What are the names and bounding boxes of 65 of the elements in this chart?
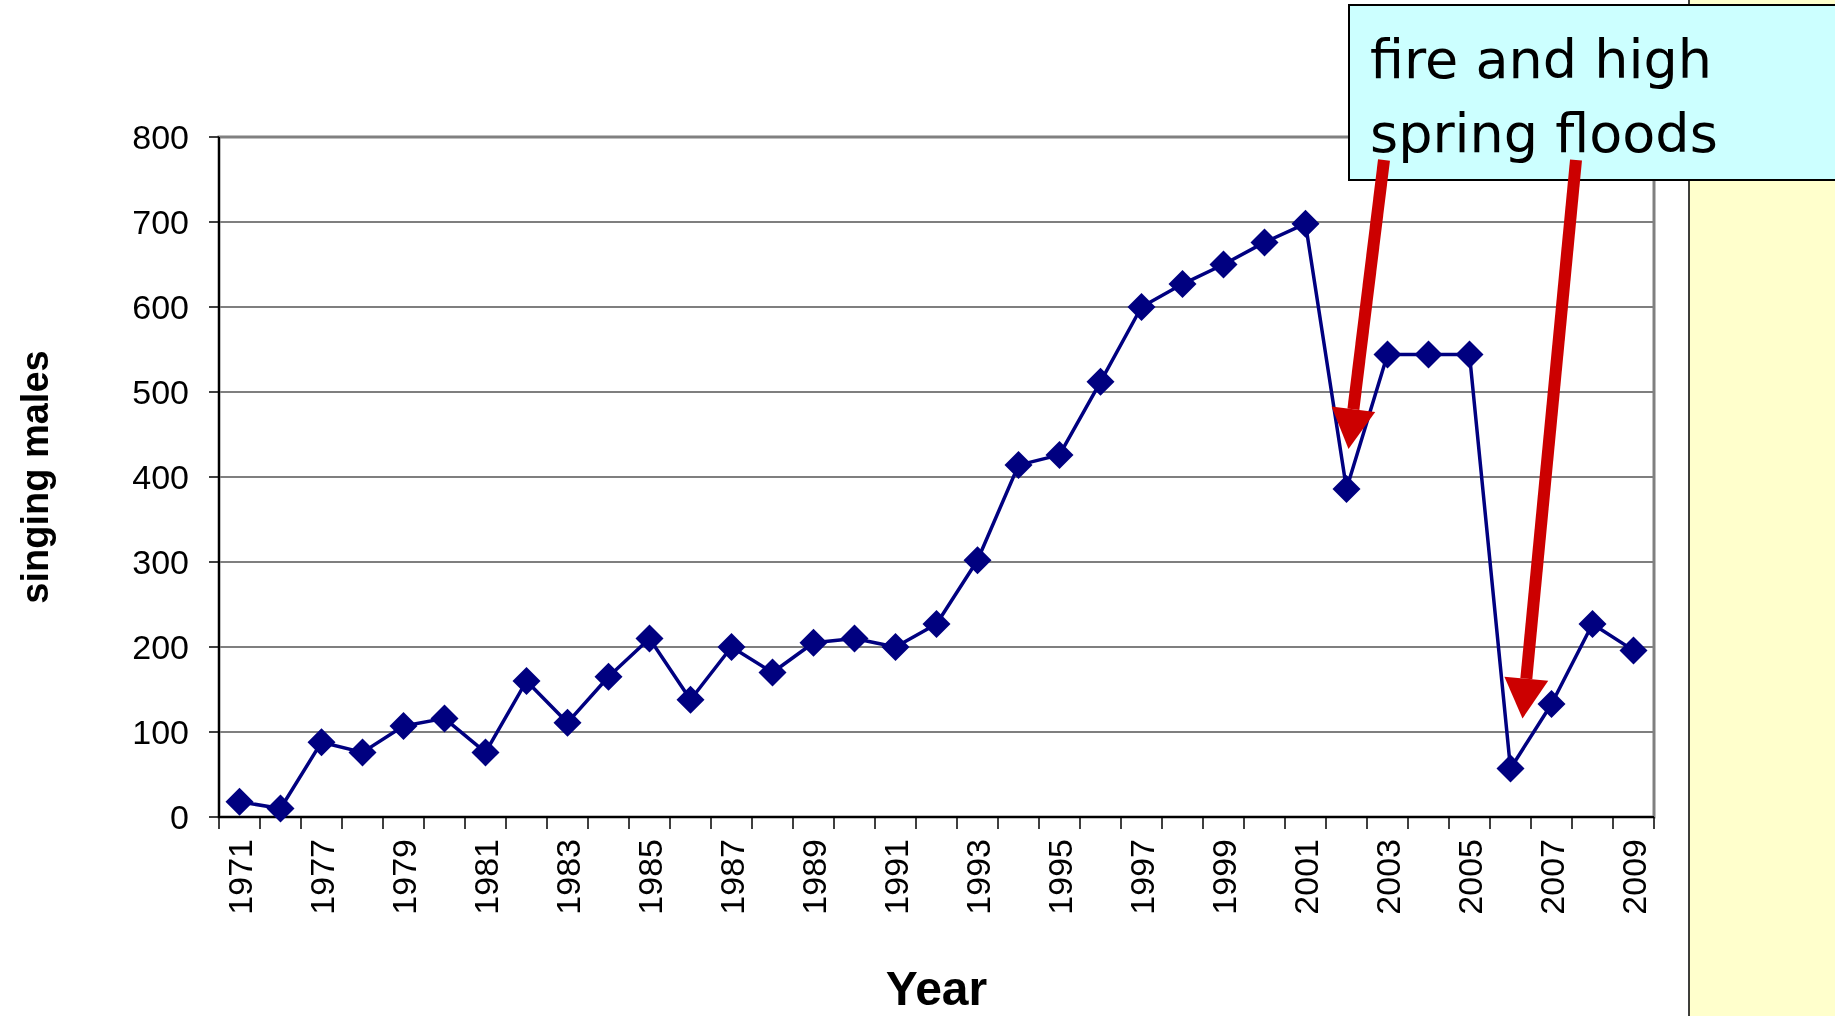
point [512, 667, 541, 695]
point [1373, 340, 1402, 369]
x-tick-label: 1985 [630, 839, 669, 915]
x-tick-label: 2001 [1286, 839, 1325, 915]
x-tick-label: 1987 [712, 839, 751, 915]
point [840, 624, 869, 653]
point [1250, 228, 1279, 257]
point [348, 738, 377, 767]
x-tick-label: 2003 [1368, 839, 1407, 915]
x-tick-label: 1983 [548, 839, 587, 915]
y-tick-label: 200 [132, 628, 189, 666]
y-tick-label: 0 [170, 798, 189, 836]
point [389, 712, 418, 741]
x-tick-label: 2007 [1532, 839, 1571, 915]
x-tick-label: 1995 [1040, 839, 1079, 915]
x-tick-label: 1981 [466, 839, 505, 915]
point [717, 633, 746, 661]
y-tick-label: 700 [132, 203, 189, 241]
y-tick-label: 500 [132, 373, 189, 411]
point [1578, 610, 1607, 639]
point [1045, 440, 1074, 469]
y-tick-label: 300 [132, 543, 189, 581]
point [799, 628, 828, 657]
annotation: fire and high spring floods [1370, 28, 1718, 165]
y-axis-title: singing males [14, 350, 56, 604]
point [676, 685, 705, 714]
point [963, 546, 992, 575]
point [758, 658, 787, 687]
x-tick-label: 1999 [1204, 839, 1243, 915]
point [471, 738, 500, 767]
point [553, 708, 582, 737]
y-tick-label: 600 [132, 288, 189, 326]
point [1086, 367, 1115, 396]
point [1537, 689, 1566, 718]
point [1455, 340, 1484, 369]
point [1414, 340, 1443, 369]
x-tick-label: 1993 [958, 839, 997, 915]
x-tick-label: 2005 [1450, 839, 1489, 915]
point [1004, 451, 1033, 480]
point [266, 794, 295, 823]
point [1127, 293, 1156, 321]
point [307, 728, 336, 757]
point [1332, 474, 1361, 503]
point [1291, 209, 1320, 238]
x-tick-label: 1971 [220, 839, 259, 915]
point [922, 610, 951, 639]
point [881, 633, 910, 661]
x-tick-label: 1979 [384, 839, 423, 915]
point [594, 662, 623, 691]
point [635, 624, 664, 653]
x-tick-label: 2009 [1614, 839, 1653, 915]
point [1496, 754, 1525, 783]
x-tick-label: 1991 [876, 839, 915, 915]
x-tick-label: 1989 [794, 839, 833, 915]
x-tick-label: 1997 [1122, 839, 1161, 915]
y-tick-label: 800 [132, 118, 189, 156]
point [225, 787, 254, 816]
y-tick-label: 400 [132, 458, 189, 496]
y-tick-label: 100 [132, 713, 189, 751]
point [1209, 250, 1238, 279]
point [1168, 270, 1197, 299]
x-tick-label: 1977 [302, 839, 341, 915]
point [1619, 636, 1648, 665]
point [430, 704, 459, 733]
x-axis-title: Year [885, 962, 988, 1015]
